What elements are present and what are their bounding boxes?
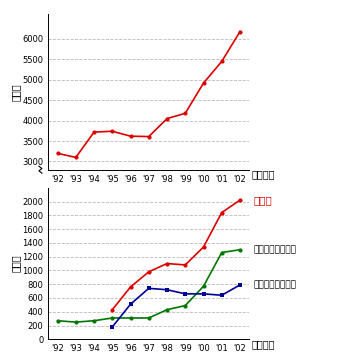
Y-axis label: （人）: （人） [11,255,21,272]
Text: （年度）: （年度） [251,339,275,349]
Text: 全　体: 全 体 [253,195,272,205]
Text: カウンセラー担当: カウンセラー担当 [253,280,296,290]
Y-axis label: （人）: （人） [11,83,21,101]
Text: （年度）: （年度） [251,170,275,180]
Text: 精神神経科医担当: 精神神経科医担当 [253,245,296,254]
